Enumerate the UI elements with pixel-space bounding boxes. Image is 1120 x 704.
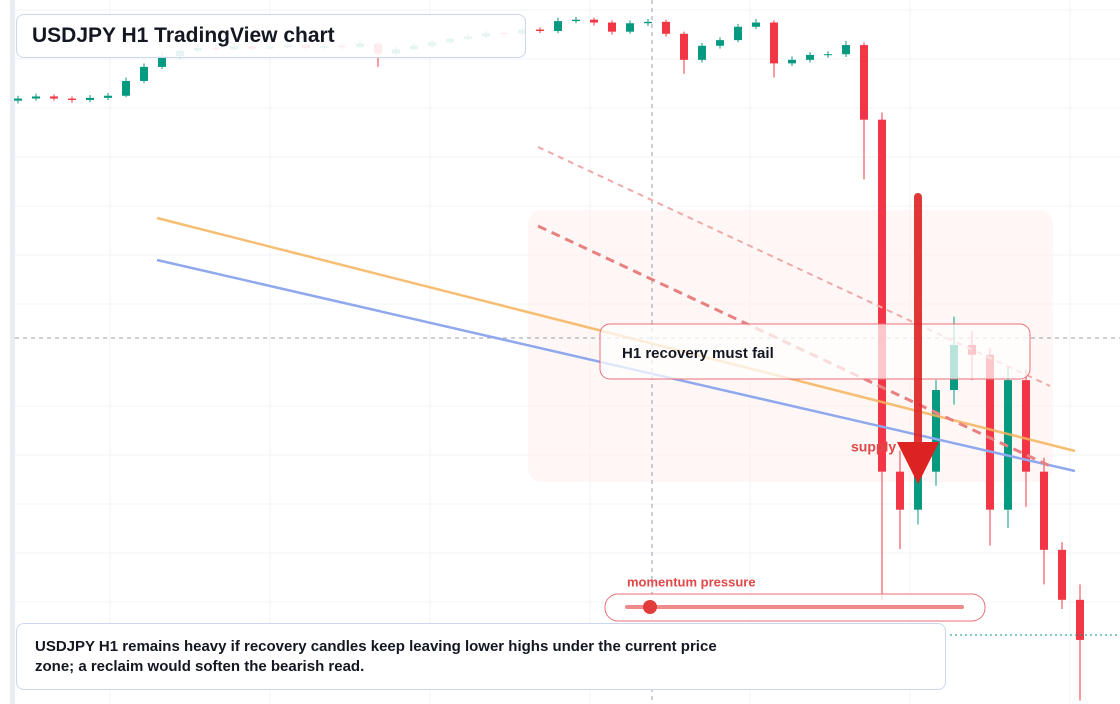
candle-body — [752, 22, 760, 27]
momentum-knob — [643, 600, 657, 614]
candle-body — [914, 471, 922, 510]
candle-body — [1058, 549, 1066, 600]
candle-body — [86, 97, 94, 100]
candle-body — [932, 390, 940, 472]
candle-body — [644, 21, 652, 24]
note-box: USDJPY H1 remains heavy if recovery cand… — [16, 623, 946, 690]
candle-body — [158, 56, 166, 67]
zone-label-box — [599, 323, 1031, 380]
chart-title: USDJPY H1 TradingView chart — [32, 24, 335, 47]
candle-body — [986, 354, 994, 510]
candle-body — [32, 96, 40, 99]
trend-dashed — [537, 224, 1051, 468]
candle-body — [122, 80, 130, 96]
candle-body — [626, 23, 634, 32]
candle-body — [806, 54, 814, 60]
candle-body — [14, 98, 22, 101]
candle-body — [824, 54, 832, 56]
candle-body — [608, 22, 616, 32]
candle-body — [896, 471, 904, 510]
candle-body — [716, 40, 724, 46]
candle-body — [536, 29, 544, 31]
candle-body — [554, 21, 562, 31]
candle-body — [1040, 471, 1048, 550]
candle-body — [572, 19, 580, 22]
candle-body — [1076, 599, 1084, 640]
candle-body — [590, 19, 598, 23]
candle-body — [68, 98, 76, 100]
candle-body — [734, 26, 742, 41]
title-box: USDJPY H1 TradingView chart — [16, 14, 526, 58]
candle-body — [698, 45, 706, 60]
zone-label: H1 recovery must fail — [622, 345, 774, 362]
candle-body — [878, 119, 886, 472]
candle-body — [1022, 380, 1030, 472]
supply-label: supply — [851, 439, 896, 455]
candle-body — [680, 33, 688, 60]
candle-body — [104, 95, 112, 98]
left-edge — [10, 0, 15, 704]
candle-body — [860, 45, 868, 120]
note: USDJPY H1 remains heavy if recovery cand… — [35, 638, 717, 675]
candle-body — [842, 45, 850, 55]
candle-body — [140, 66, 148, 81]
momentum-label: momentum pressure — [627, 574, 756, 589]
candle-body — [662, 21, 670, 34]
candle-body — [50, 96, 58, 99]
arrow-head — [897, 442, 939, 484]
candle-body — [788, 59, 796, 64]
candle-body — [770, 22, 778, 64]
